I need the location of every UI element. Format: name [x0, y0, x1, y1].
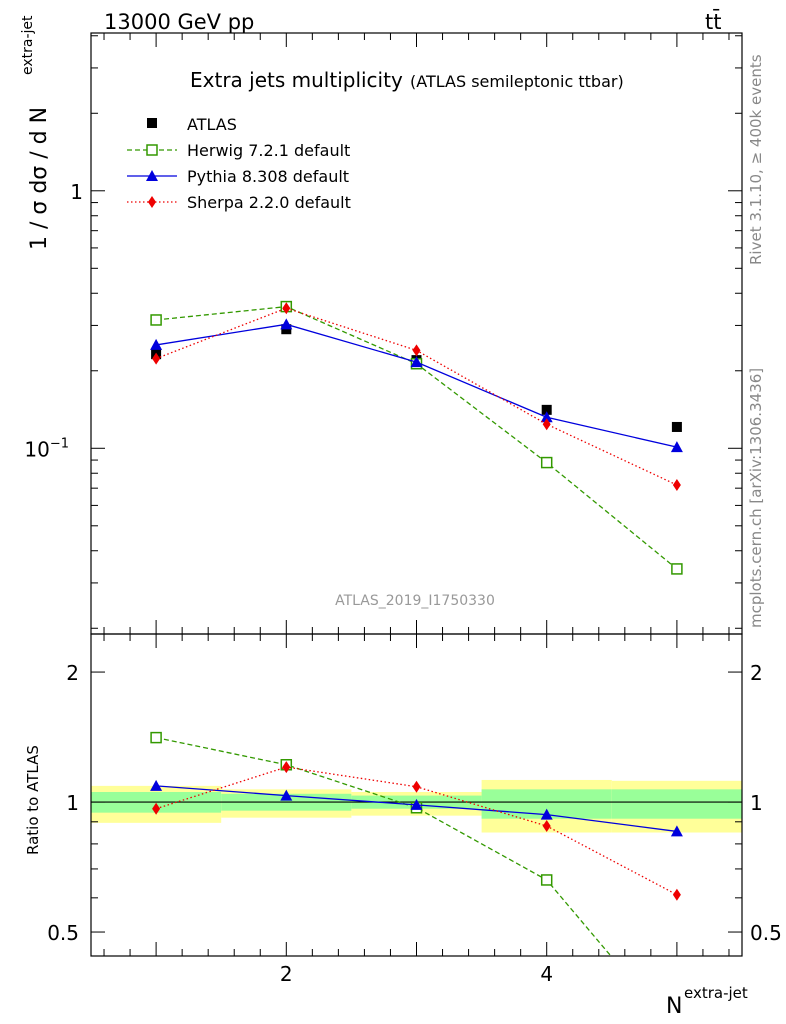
legend-item-pythia: Pythia 8.308 default	[127, 167, 349, 186]
main-series-herwig	[150, 300, 683, 575]
ratio-point-pythia	[670, 825, 683, 837]
ratio-point-pythia	[410, 798, 423, 810]
ratio-y-tick-label-right: 0.5	[750, 921, 782, 945]
source-label: mcplots.cern.ch [arXiv:1306.3436]	[747, 368, 765, 628]
ratio-panel: 2 2 1 1 0.5 0.5 2 4 Ratio to ATLAS N extra-jet	[24, 633, 782, 1019]
legend-item-atlas: ATLAS	[147, 115, 237, 134]
x-tick-label: 2	[280, 962, 293, 986]
ratio-y-axis-label: Ratio to ATLAS	[24, 745, 42, 855]
main-series-layer	[150, 300, 683, 575]
ratio-y-tick-label: 0.5	[47, 921, 79, 945]
legend-marker-pythia	[146, 170, 158, 181]
ratio-y-tick-label: 2	[66, 661, 79, 685]
main-axis-ticks: 1 10−1	[24, 33, 742, 634]
ratio-point-pythia	[280, 789, 293, 801]
legend-label-atlas: ATLAS	[187, 115, 237, 134]
ratio-y-tick-label: 1	[66, 791, 79, 815]
legend-marker-atlas	[147, 118, 157, 128]
ratio-line-herwig	[155, 736, 612, 957]
legend-label-sherpa: Sherpa 2.2.0 default	[187, 193, 351, 212]
main-point-pythia	[150, 338, 163, 350]
main-point-herwig	[540, 456, 553, 469]
chart-title: Extra jets multiplicity	[190, 68, 403, 92]
energy-label: 13000 GeV pp	[104, 10, 254, 34]
main-point-sherpa	[282, 302, 291, 315]
main-point-herwig	[671, 563, 683, 575]
ratio-uncertainty-bands	[91, 779, 742, 833]
main-series-sherpa	[152, 302, 681, 492]
main-point-herwig	[150, 314, 162, 326]
legend: ATLAS Herwig 7.2.1 default Pythia 8.308 …	[127, 115, 351, 212]
ratio-band-inner	[611, 789, 742, 819]
main-point-atlas	[671, 421, 682, 432]
ratio-point-sherpa	[282, 761, 291, 774]
ratio-series-layer	[150, 731, 683, 957]
x-tick-label: 4	[540, 962, 553, 986]
main-point-pythia	[410, 356, 423, 368]
ratio-series-sherpa	[152, 761, 681, 901]
ratio-axis-ticks: 2 2 1 1 0.5 0.5 2 4	[47, 634, 782, 986]
x-axis-label: N extra-jet	[666, 984, 748, 1019]
main-point-sherpa	[152, 352, 161, 365]
ratio-series-pythia	[150, 779, 683, 837]
main-y-tick-label: 10−1	[24, 436, 69, 461]
ratio-point-pythia	[540, 808, 553, 820]
analysis-watermark: ATLAS_2019_I1750330	[335, 593, 495, 609]
ratio-point-herwig	[540, 874, 553, 886]
main-point-sherpa	[672, 479, 681, 492]
main-point-sherpa	[412, 344, 421, 357]
x-axis-label-text: N	[666, 994, 682, 1019]
main-point-atlas	[541, 404, 552, 415]
main-point-pythia	[670, 441, 683, 453]
rivet-label: Rivet 3.1.10, ≥ 400k events	[747, 54, 765, 265]
ratio-point-sherpa	[412, 780, 421, 793]
main-line-pythia	[155, 323, 678, 448]
legend-marker-herwig	[146, 144, 158, 156]
ratio-series-herwig	[150, 731, 612, 957]
main-series-pythia	[150, 318, 683, 453]
ratio-point-pythia	[150, 779, 163, 791]
main-y-axis-label-sup: extra-jet	[20, 15, 36, 75]
main-y-tick-label: 1	[70, 180, 83, 204]
main-line-sherpa	[155, 307, 678, 486]
ratio-point-sherpa	[542, 820, 551, 833]
ratio-point-sherpa	[672, 888, 681, 901]
process-label: tt̄	[705, 9, 721, 34]
main-y-axis-label: 1 / σ dσ / d N extra-jet	[20, 15, 52, 250]
legend-label-herwig: Herwig 7.2.1 default	[187, 141, 350, 160]
main-point-sherpa	[542, 418, 551, 431]
ratio-y-tick-label-right: 1	[750, 791, 763, 815]
chart-subtitle: (ATLAS semileptonic ttbar)	[410, 72, 624, 91]
x-axis-label-sup: extra-jet	[684, 984, 748, 1002]
ratio-y-tick-label-right: 2	[750, 661, 763, 685]
legend-marker-sherpa	[148, 196, 156, 208]
main-point-pythia	[280, 318, 293, 330]
main-panel: 1 10−1 Extra jets multiplicity (ATLAS sem…	[20, 15, 743, 635]
main-y-axis-label-text: 1 / σ dσ / d N	[27, 107, 52, 250]
legend-label-pythia: Pythia 8.308 default	[187, 167, 349, 186]
main-series-atlas	[151, 324, 682, 432]
ratio-point-sherpa	[152, 802, 161, 815]
legend-item-sherpa: Sherpa 2.2.0 default	[127, 193, 351, 212]
main-point-pythia	[540, 411, 553, 423]
ratio-point-herwig	[150, 731, 162, 744]
legend-item-herwig: Herwig 7.2.1 default	[127, 141, 350, 160]
